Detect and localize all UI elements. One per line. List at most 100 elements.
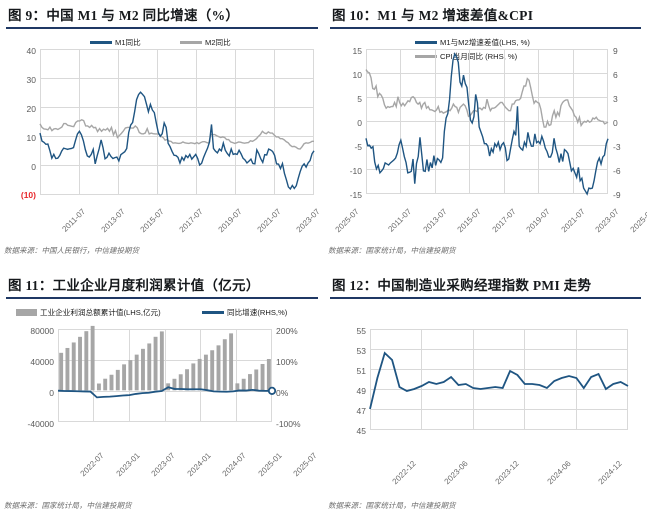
- fig9-series-m1: [39, 91, 315, 191]
- fig11-legend-bar: 工业企业利润总额累计值(LHS,亿元): [16, 307, 161, 318]
- fig10-xtick: 2015-07: [455, 207, 483, 235]
- fig11-bar: [78, 336, 82, 391]
- fig11-source: 数据来源：国家统计局，中信建投期货: [4, 501, 132, 510]
- fig11-bar: [115, 369, 120, 391]
- fig11-ytick-right: 200%: [276, 326, 298, 336]
- fig9-xtick: 2017-07: [177, 207, 205, 235]
- fig11-bar: [59, 352, 64, 391]
- fig11-bar: [159, 331, 164, 391]
- fig11-bar: [134, 354, 139, 391]
- fig12-xtick: 2022-12: [390, 459, 418, 487]
- fig11-title-rule: [6, 297, 318, 299]
- panel-fig12: 图 12：中国制造业采购经理指数 PMI 走势 55 53 51 49 47 4…: [324, 270, 647, 519]
- fig10-ytick-right: 3: [613, 94, 618, 104]
- fig12-title: 图 12：中国制造业采购经理指数 PMI 走势: [332, 278, 592, 293]
- fig10-source: 数据来源：国家统计局，中信建投期货: [328, 246, 456, 255]
- fig11-ytick-right: 0%: [276, 388, 289, 398]
- fig11-legend-label-line: 同比增速(RHS,%): [227, 308, 288, 317]
- fig12-xtick: 2024-12: [596, 459, 624, 487]
- fig9-title: 图 9：中国 M1 与 M2 同比增速（%）: [8, 8, 240, 23]
- fig10-ytick-left: -5: [354, 142, 362, 152]
- fig11-legend-line: 同比增速(RHS,%): [202, 307, 287, 318]
- fig9-xtick: 2013-07: [99, 207, 127, 235]
- fig9-xtick: 2011-07: [60, 207, 88, 234]
- fig11-xtick: 2025-01: [256, 451, 284, 479]
- fig11-bar: [197, 358, 202, 391]
- fig10-gridlines: [366, 49, 608, 194]
- fig10-legend-cpi: CPI当月同比 (RHS, %): [415, 51, 517, 62]
- fig10-xtick: 2023-07: [593, 207, 621, 235]
- fig9-ytick: 10: [26, 133, 36, 143]
- fig9-legend-m2: M2同比: [180, 37, 231, 48]
- fig9-xtick: 2015-07: [138, 207, 166, 235]
- fig11-series-growth: [57, 386, 273, 399]
- legend-swatch-line: [415, 41, 437, 44]
- fig12-ytick: 53: [356, 346, 366, 356]
- fig12-ytick: 51: [356, 366, 366, 376]
- fig10-legend-diff: M1与M2增速差值(LHS, %): [415, 37, 530, 48]
- fig11-bar: [266, 359, 271, 391]
- fig10-canvas: [365, 49, 609, 196]
- fig12-xtick: 2024-06: [545, 459, 573, 487]
- fig11-canvas: [57, 325, 277, 422]
- legend-swatch-line: [180, 41, 202, 44]
- fig12-source: 数据来源：国家统计局，中信建投期货: [328, 501, 456, 510]
- legend-swatch-line: [415, 55, 437, 58]
- fig11-bar: [65, 347, 70, 391]
- fig11-xtick: 2023-01: [114, 451, 142, 479]
- fig12-xtick: 2023-12: [493, 459, 521, 487]
- fig9-ytick: 40: [26, 46, 36, 56]
- fig11-legend-label-bar: 工业企业利润总额累计值(LHS,亿元): [40, 308, 161, 317]
- fig11-bar: [84, 331, 89, 391]
- fig11-bar: [141, 348, 145, 391]
- fig10-ytick-right: 0: [613, 118, 618, 128]
- fig11-title: 图 11：工业企业月度利润累计值（亿元）: [8, 278, 260, 293]
- fig10-ytick-right: -9: [613, 190, 621, 200]
- fig10-xtick: 2025-07: [628, 207, 647, 235]
- fig9-ytick: 20: [26, 104, 36, 114]
- fig9-title-rule: [6, 27, 318, 29]
- fig12-xtick: 2023-06: [442, 459, 470, 487]
- fig11-bar: [210, 350, 215, 391]
- fig11-ytick-right: 100%: [276, 357, 298, 367]
- fig11-bar: [203, 354, 208, 391]
- fig11-bar: [96, 383, 101, 391]
- panel-fig10: 图 10：M1 与 M2 增速差值&CPI M1与M2增速差值(LHS, %) …: [324, 0, 647, 270]
- fig11-bar: [90, 325, 95, 391]
- fig10-ytick-right: 6: [613, 70, 618, 80]
- fig11-bar: [128, 360, 133, 391]
- fig10-xtick: 2017-07: [490, 207, 518, 235]
- fig11-xtick: 2024-07: [220, 451, 248, 479]
- panel-fig9: 图 9：中国 M1 与 M2 同比增速（%） M1同比 M2同比 40 30 2…: [0, 0, 361, 270]
- fig11-xtick: 2023-07: [149, 451, 177, 479]
- fig10-ytick-left: 10: [352, 70, 362, 80]
- fig12-plot: 55 53 51 49 47 45: [330, 305, 641, 491]
- fig11-ytick-left: 40000: [30, 357, 54, 367]
- fig10-ytick-left: 0: [357, 118, 362, 128]
- fig10-ytick-right: -6: [613, 166, 621, 176]
- fig11-xtick: 2025-07: [291, 451, 319, 479]
- fig9-legend-m1: M1同比: [90, 37, 141, 48]
- fig12-ytick: 49: [356, 386, 366, 396]
- fig10-xtick: 2013-07: [421, 207, 449, 235]
- fig11-bar: [216, 345, 221, 391]
- fig11-bar: [109, 374, 114, 391]
- fig10-series-cpi: [365, 69, 609, 128]
- fig11-bar: [147, 343, 152, 391]
- fig10-legend-label-diff: M1与M2增速差值(LHS, %): [440, 38, 530, 47]
- fig11-ytick-left: -40000: [27, 419, 54, 429]
- fig11-bar: [178, 374, 183, 391]
- legend-swatch-line: [202, 311, 224, 314]
- fig11-gridlines: [58, 329, 272, 422]
- fig10-ytick-left: 5: [357, 94, 362, 104]
- fig10-ytick-left: -10: [349, 166, 362, 176]
- panel-fig11: 图 11：工业企业月度利润累计值（亿元） 工业企业利润总额累计值(LHS,亿元)…: [0, 270, 324, 519]
- fig12-canvas: [369, 329, 629, 430]
- fig11-bar: [122, 364, 127, 391]
- fig11-bar: [153, 336, 158, 391]
- fig11-ytick-left: 80000: [30, 326, 54, 336]
- fig9-plot: M1同比 M2同比 40 30 20 10 0 (10): [6, 35, 361, 241]
- fig11-bar: [260, 363, 265, 391]
- fig11-xtick: 2022-07: [78, 451, 106, 479]
- legend-swatch-line: [90, 41, 112, 44]
